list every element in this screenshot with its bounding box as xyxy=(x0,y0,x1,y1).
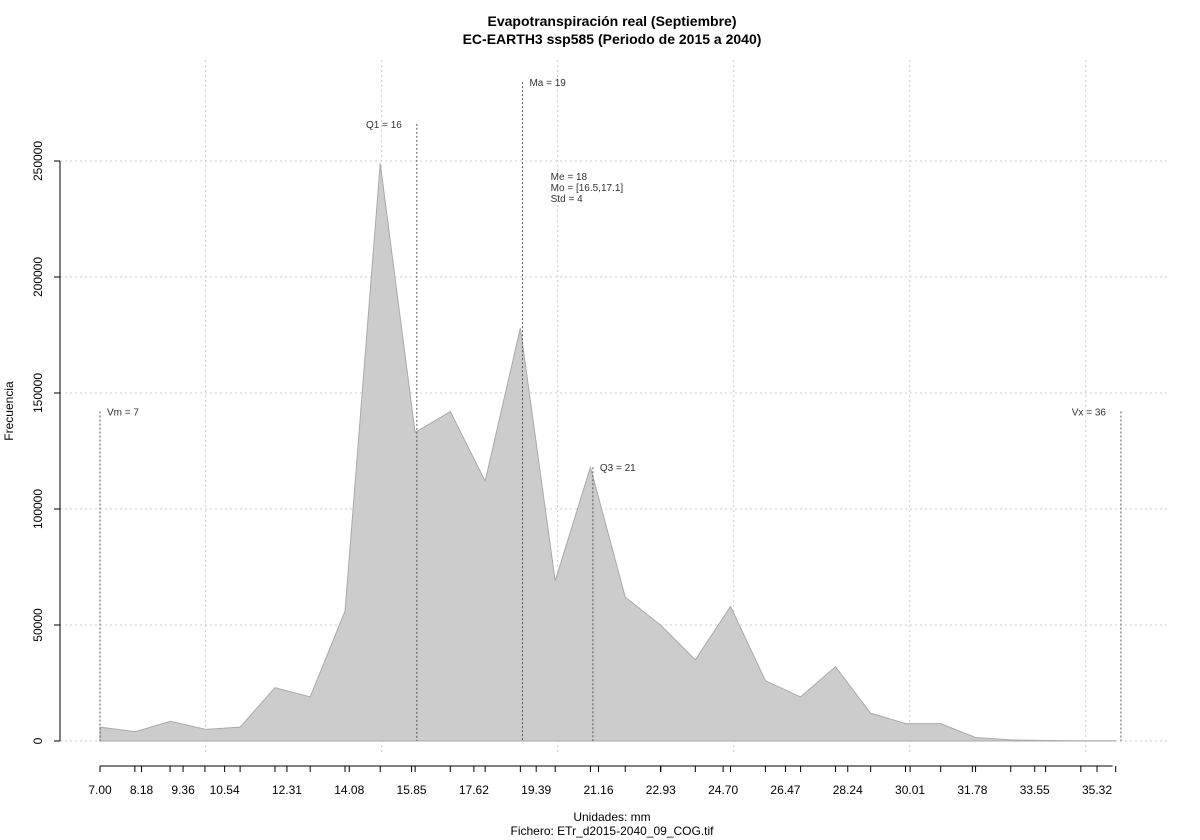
x-tick-label: 31.78 xyxy=(957,783,987,797)
y-tick-label: 100000 xyxy=(31,489,45,529)
y-axis: 0 50000 100000 150000 200000 250000 xyxy=(31,141,61,744)
x-tick-label: 10.54 xyxy=(210,783,240,797)
statistic-markers: Vm = 7 Q1 = 16 Ma = 19 Q3 = 21 Vx = 36 xyxy=(99,78,1122,741)
x-tick-label: 24.70 xyxy=(708,783,738,797)
footer-filename: Fichero: ETr_d2015-2040_09_COG.tif xyxy=(511,824,715,838)
y-tick-label: 250000 xyxy=(31,141,45,181)
marker-label: Vx = 36 xyxy=(1072,408,1107,419)
marker-label: Ma = 19 xyxy=(529,78,566,89)
x-tick-label: 9.36 xyxy=(171,783,195,797)
x-axis-title: Unidades: mm xyxy=(573,810,650,824)
frequency-area xyxy=(99,163,1117,742)
x-tick-label: 30.01 xyxy=(895,783,925,797)
y-axis-title: Frecuencia xyxy=(2,381,16,441)
x-tick-label: 17.62 xyxy=(459,783,489,797)
x-tick-label: 19.39 xyxy=(521,783,551,797)
marker-label: Vm = 7 xyxy=(107,408,139,419)
stat-median: Me = 18 xyxy=(551,172,588,183)
stat-std: Std = 4 xyxy=(551,194,583,205)
x-tick-label: 8.18 xyxy=(130,783,154,797)
stats-annotation: Me = 18 Mo = [16.5,17.1] Std = 4 xyxy=(551,172,624,205)
x-tick-label: 21.16 xyxy=(583,783,613,797)
x-tick-label: 14.08 xyxy=(334,783,364,797)
x-tick-label: 12.31 xyxy=(272,783,302,797)
marker-label: Q1 = 16 xyxy=(366,120,402,131)
stat-mode: Mo = [16.5,17.1] xyxy=(551,183,624,194)
y-tick-label: 50000 xyxy=(31,608,45,642)
y-tick-label: 200000 xyxy=(31,257,45,297)
frequency-area-path xyxy=(99,163,1117,742)
marker-label: Q3 = 21 xyxy=(600,463,636,474)
x-axis: 7.00 8.18 9.36 10.54 12.31 14.08 15.85 17.62 19.… xyxy=(88,765,1117,797)
x-tick-label: 15.85 xyxy=(397,783,427,797)
x-tick-label: 28.24 xyxy=(833,783,863,797)
x-tick-label: 22.93 xyxy=(646,783,676,797)
x-tick-label: 26.47 xyxy=(770,783,800,797)
x-tick-label: 35.32 xyxy=(1082,783,1112,797)
y-tick-label: 150000 xyxy=(31,373,45,413)
chart-subtitle: EC-EARTH3 ssp585 (Periodo de 2015 a 2040… xyxy=(463,31,762,47)
chart-title: Evapotranspiración real (Septiembre) xyxy=(488,13,737,29)
x-tick-label: 7.00 xyxy=(88,783,112,797)
y-tick-label: 0 xyxy=(31,737,45,744)
x-tick-label: 33.55 xyxy=(1020,783,1050,797)
